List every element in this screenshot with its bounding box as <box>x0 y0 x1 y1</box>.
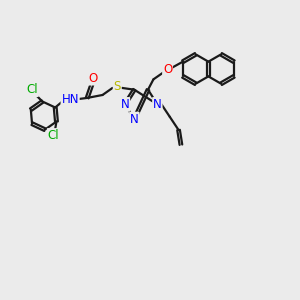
Text: S: S <box>114 80 121 93</box>
Text: N: N <box>130 112 139 125</box>
Text: Cl: Cl <box>48 129 59 142</box>
Text: HN: HN <box>61 93 79 106</box>
Text: O: O <box>163 63 172 76</box>
Text: N: N <box>153 98 162 111</box>
Text: O: O <box>88 72 98 85</box>
Text: N: N <box>121 98 129 111</box>
Text: Cl: Cl <box>26 83 38 96</box>
